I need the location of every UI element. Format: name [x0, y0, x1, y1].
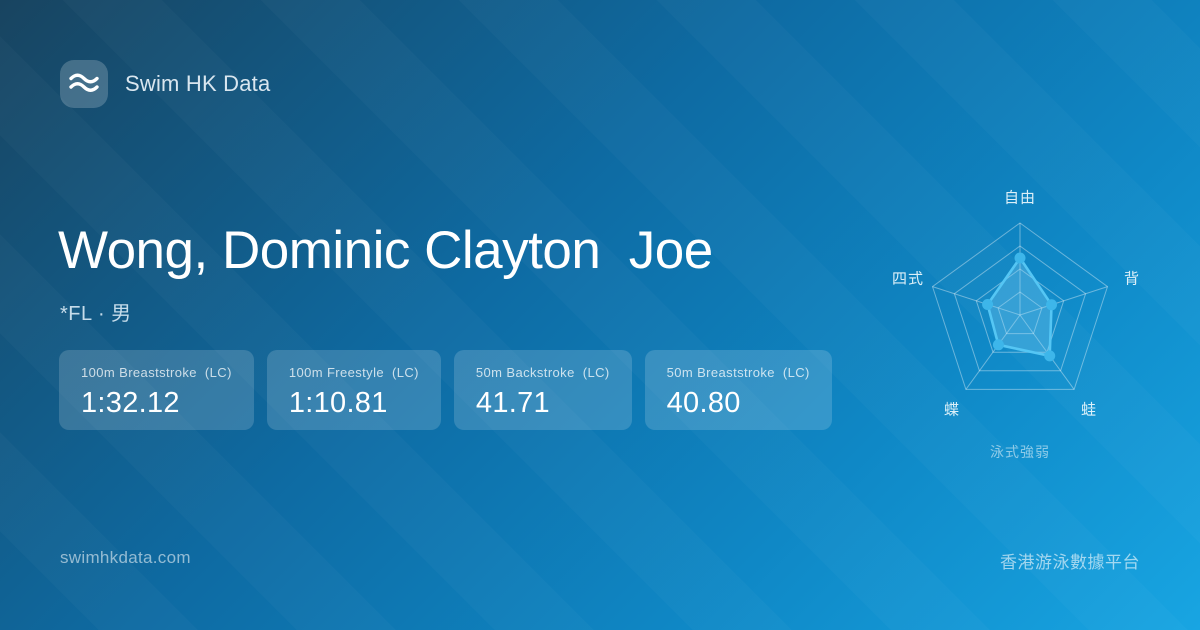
radar-label-freestyle: 自由: [1003, 189, 1037, 207]
radar-data-point: [1044, 350, 1056, 362]
stat-value: 41.71: [475, 387, 550, 419]
radar-grid-ring: [953, 245, 1087, 372]
radar-data-point: [992, 339, 1004, 351]
radar-data-point: [982, 299, 994, 310]
radar-label-back: 背: [1123, 270, 1141, 288]
footer-domain: swimhkdata.com: [60, 548, 191, 567]
radar-grid-ring: [931, 222, 1109, 390]
radar-caption: 泳式強弱: [990, 444, 1050, 460]
athlete-name: Wong, Dominic Clayton Joe: [58, 221, 713, 280]
stat-label: 50m Backstroke (LC): [475, 365, 610, 380]
waves-icon: [60, 58, 108, 111]
stat-label: 100m Freestyle (LC): [288, 365, 419, 380]
radar-chart-container: 自由 背 蛙 蝶 四式 泳式強弱: [870, 165, 1170, 465]
radar-spoke: [965, 314, 1021, 390]
radar-data-polygon: [986, 256, 1053, 358]
footer-platform-name: 香港游泳數據平台: [1000, 553, 1140, 572]
stat-card: 100m Breaststroke (LC) 1:32.12: [59, 350, 254, 430]
radar-data-point: [1014, 252, 1026, 264]
radar-grid-ring: [975, 268, 1065, 353]
radar-spoke: [1019, 286, 1108, 316]
stat-value: 40.80: [666, 387, 741, 419]
athlete-meta: *FL · 男: [60, 303, 132, 325]
stat-card: 50m Backstroke (LC) 41.71: [453, 350, 632, 430]
radar-data-point: [1046, 299, 1057, 311]
stat-value: 1:10.81: [288, 387, 388, 419]
stat-label: 50m Breaststroke (LC): [666, 365, 810, 380]
stat-card: 100m Freestyle (LC) 1:10.81: [266, 350, 441, 430]
stat-value: 1:32.12: [81, 387, 180, 419]
radar-label-medley: 四式: [891, 270, 925, 288]
radar-chart: [931, 222, 1109, 390]
radar-label-breast: 蛙: [1080, 401, 1098, 419]
radar-grid-ring: [997, 291, 1043, 335]
stats-row: 100m Breaststroke (LC) 1:32.12 100m Free…: [59, 350, 832, 430]
stat-label: 100m Breaststroke (LC): [81, 365, 232, 380]
brand-logo-tile: [60, 60, 108, 108]
brand-name: Swim HK Data: [125, 71, 271, 96]
radar-spoke: [932, 286, 1021, 316]
stat-card: 50m Breaststroke (LC) 40.80: [644, 350, 832, 430]
radar-label-fly: 蝶: [943, 401, 961, 419]
